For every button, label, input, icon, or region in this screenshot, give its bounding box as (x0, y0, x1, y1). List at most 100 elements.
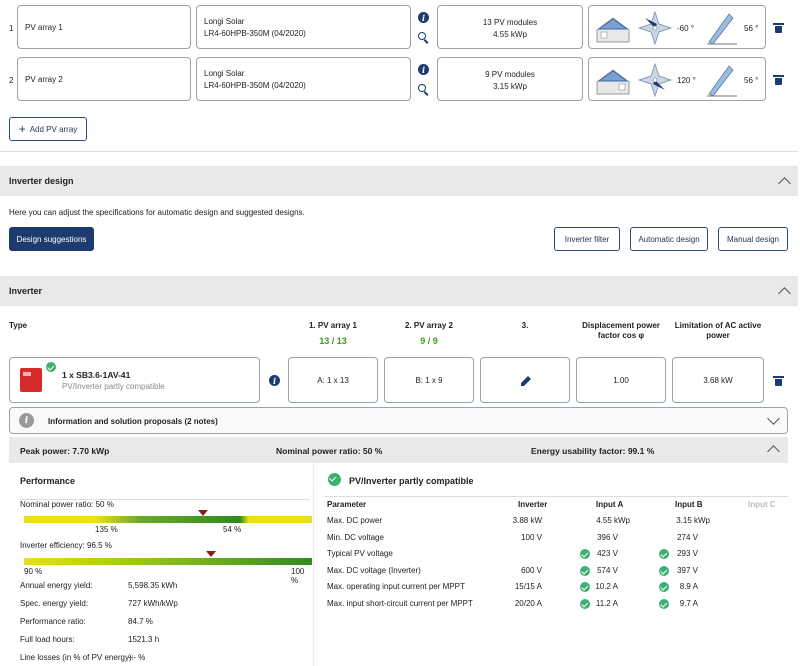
delete-array-icon[interactable] (773, 23, 784, 33)
tilt-value: 56 ° (744, 76, 759, 85)
array-name-field[interactable]: PV array 2 (17, 57, 191, 101)
param-name: Max. operating input current per MPPT (327, 582, 465, 591)
inverter-device-icon (20, 368, 42, 392)
inverter-value: 100 V (521, 533, 542, 542)
param-name: Max. DC voltage (Inverter) (327, 566, 421, 575)
col-array2-value: 9 / 9 (420, 336, 438, 346)
param-header: Parameter (327, 500, 367, 509)
efficiency-marker (206, 551, 217, 557)
inverter-device-card[interactable]: 1 x SB3.6-1AV-41 PV/Inverter partly comp… (9, 357, 260, 403)
table-row: Max. DC voltage (Inverter) 600 V 574 V 3… (318, 566, 788, 582)
inverter-design-description: Here you can adjust the specifications f… (9, 208, 305, 217)
module-selector[interactable]: Longi Solar LR4-60HPB-350M (04/2020) (196, 57, 411, 101)
array-name-field[interactable]: PV array 1 (17, 5, 191, 49)
info-icon[interactable]: i (418, 12, 429, 23)
delete-inverter-icon[interactable] (773, 376, 784, 386)
input-b-value: 9.7 A (679, 599, 698, 608)
col-array1-header: 1. PV array 1 13 / 13 (288, 321, 378, 346)
array-power: 3.15 kWp (493, 82, 527, 91)
array-a-cell[interactable]: A: 1 x 13 (288, 357, 378, 403)
cos-phi-cell[interactable]: 1.00 (576, 357, 666, 403)
section-title: Inverter (9, 286, 43, 296)
compatible-check-icon (328, 473, 341, 486)
col-cos-header: Displacement power factor cos φ (582, 321, 660, 340)
collapse-icon[interactable] (778, 177, 791, 190)
search-icon[interactable] (418, 32, 429, 44)
module-count-field[interactable]: 13 PV modules 4.55 kWp (437, 5, 583, 49)
module-brand: Longi Solar (204, 17, 245, 26)
input-b-value: 293 V (677, 549, 698, 558)
stat-value: 5,598.35 kWh (128, 581, 178, 590)
inverter-value: 600 V (521, 566, 542, 575)
nominal-power-ratio: Nominal power ratio: 50 % (276, 446, 383, 456)
notes-bar[interactable]: i Information and solution proposals (2 … (9, 407, 788, 434)
inverter-device-name: 1 x SB3.6-1AV-41 (62, 370, 131, 380)
ac-limit-cell[interactable]: 3.68 kW (672, 357, 764, 403)
input-a-header: Input A (596, 500, 624, 509)
input-a-value: 396 V (597, 533, 618, 542)
azimuth-value: 120 ° (677, 76, 696, 85)
inverter-col-header: Inverter (518, 500, 548, 509)
input-b-value: 3.15 kWp (676, 516, 710, 525)
input-a-value: 4.55 kWp (596, 516, 630, 525)
input-a-value: 11.2 A (595, 599, 618, 608)
col-array1-value: 13 / 13 (319, 336, 347, 346)
delete-array-icon[interactable] (773, 75, 784, 85)
col-array2-label: 2. PV array 2 (404, 321, 454, 330)
module-model: LR4-60HPB-350M (04/2020) (204, 81, 306, 90)
npr-bar (24, 516, 312, 523)
param-name: Max. input short-circuit current per MPP… (327, 599, 473, 608)
module-selector[interactable]: Longi Solar LR4-60HPB-350M (04/2020) (196, 5, 411, 49)
input-c-header: Input C (748, 500, 776, 509)
array-power: 4.55 kWp (493, 30, 527, 39)
pencil-icon (521, 376, 531, 386)
check-icon (659, 549, 669, 559)
input-a-value: 10.2 A (595, 582, 618, 591)
check-icon (580, 599, 590, 609)
inverter-header[interactable]: Inverter (0, 276, 798, 306)
performance-title: Performance (20, 476, 76, 486)
compatibility-panel: PV/Inverter partly compatible Parameter … (318, 463, 788, 666)
manual-design-button[interactable]: Manual design (718, 227, 788, 251)
module-brand: Longi Solar (204, 69, 245, 78)
table-row: Min. DC voltage 100 V 396 V 274 V (318, 533, 788, 549)
peak-power: Peak power: 7.70 kWp (20, 446, 110, 456)
add-pv-array-button[interactable]: + Add PV array (9, 117, 87, 141)
check-icon (659, 566, 669, 576)
check-icon (659, 599, 669, 609)
col-3-header: 3. (521, 321, 529, 330)
module-count-field[interactable]: 9 PV modules 3.15 kWp (437, 57, 583, 101)
notes-label: Information and solution proposals (2 no… (48, 417, 218, 426)
array-b-cell[interactable]: B: 1 x 9 (384, 357, 474, 403)
array-3-cell[interactable] (480, 357, 570, 403)
divider (0, 151, 798, 152)
stat-label: Line losses (in % of PV energy): (20, 653, 134, 662)
inverter-design-header[interactable]: Inverter design (0, 166, 798, 196)
divider (324, 496, 788, 497)
input-b-value: 274 V (677, 533, 698, 542)
table-row: Max. input short-circuit current per MPP… (318, 599, 788, 615)
expand-icon[interactable] (767, 412, 780, 425)
compatible-check-icon (46, 362, 56, 372)
collapse-icon[interactable] (778, 287, 791, 300)
inverter-device-status: PV/Inverter partly compatible (62, 382, 165, 391)
search-icon[interactable] (418, 84, 429, 96)
input-a-value: 574 V (597, 566, 618, 575)
col-limit-header: Limitation of AC active power (674, 321, 762, 340)
collapse-icon[interactable] (767, 445, 780, 458)
array-name: PV array 1 (25, 22, 63, 32)
inverter-filter-button[interactable]: Inverter filter (554, 227, 620, 251)
automatic-design-button[interactable]: Automatic design (630, 227, 708, 251)
stat-value: --- % (128, 653, 146, 662)
info-icon[interactable]: i (269, 375, 280, 386)
section-title: Inverter design (9, 176, 74, 186)
stat-value: 727 kWh/kWp (128, 599, 178, 608)
param-name: Max. DC power (327, 516, 383, 525)
orientation-field[interactable]: 120 ° 56 ° (588, 57, 766, 101)
summary-bar[interactable]: Peak power: 7.70 kWp Nominal power ratio… (9, 437, 788, 463)
orientation-field[interactable]: -60 ° 56 ° (588, 5, 766, 49)
info-icon[interactable]: i (418, 64, 429, 75)
plus-icon: + (18, 122, 26, 136)
design-suggestions-button[interactable]: Design suggestions (9, 227, 94, 251)
npr-mid-label: 54 % (223, 525, 242, 534)
